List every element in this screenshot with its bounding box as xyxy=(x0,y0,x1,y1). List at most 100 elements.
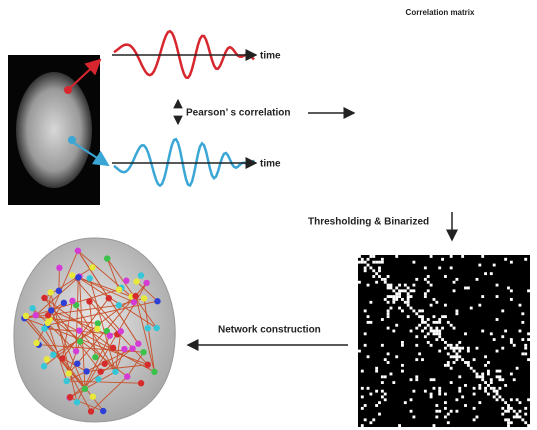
matrix-cell xyxy=(384,281,387,284)
matrix-cell xyxy=(498,378,501,381)
matrix-cell xyxy=(381,381,384,384)
node xyxy=(92,354,98,360)
matrix-cell xyxy=(455,309,458,312)
matrix-cell xyxy=(430,304,433,307)
edge xyxy=(59,268,60,291)
matrix-cell xyxy=(421,358,424,361)
matrix-cell xyxy=(527,398,530,401)
matrix-cell xyxy=(450,324,453,327)
matrix-cell xyxy=(361,395,364,398)
matrix-cell xyxy=(430,344,433,347)
matrix-cell xyxy=(410,410,413,413)
matrix-cell xyxy=(430,393,433,396)
matrix-cell xyxy=(453,350,456,353)
node xyxy=(74,360,80,366)
brain-slice xyxy=(16,72,92,188)
matrix-cell xyxy=(381,261,384,264)
matrix-cell xyxy=(367,264,370,267)
matrix-cell xyxy=(490,378,493,381)
matrix-cell xyxy=(524,407,527,410)
matrix-cell xyxy=(398,295,401,298)
matrix-cell xyxy=(444,304,447,307)
matrix-cell xyxy=(427,275,430,278)
matrix-cell xyxy=(433,387,436,390)
matrix-cell xyxy=(447,321,450,324)
node xyxy=(33,312,39,318)
matrix-cell xyxy=(433,298,436,301)
matrix-cell xyxy=(364,266,367,269)
matrix-cell xyxy=(424,327,427,330)
matrix-cell xyxy=(361,424,364,427)
matrix-cell xyxy=(441,258,444,261)
matrix-cell xyxy=(464,361,467,364)
matrix-cell xyxy=(430,327,433,330)
matrix-cell xyxy=(390,307,393,310)
node xyxy=(118,328,124,334)
matrix-cell xyxy=(507,418,510,421)
matrix-cell xyxy=(481,375,484,378)
matrix-cell xyxy=(490,381,493,384)
matrix-cell xyxy=(496,318,499,321)
matrix-cell xyxy=(501,309,504,312)
matrix-cell xyxy=(372,261,375,264)
matrix-cell xyxy=(381,344,384,347)
matrix-cell xyxy=(384,398,387,401)
matrix-cell xyxy=(521,312,524,315)
matrix-cell xyxy=(524,352,527,355)
matrix-cell xyxy=(450,266,453,269)
matrix-cell xyxy=(435,338,438,341)
matrix-cell xyxy=(444,341,447,344)
node xyxy=(29,305,35,311)
node xyxy=(59,355,65,361)
matrix-cell xyxy=(527,424,530,427)
matrix-cell xyxy=(467,287,470,290)
node xyxy=(69,272,75,278)
matrix-cell xyxy=(412,289,415,292)
matrix-cell xyxy=(398,307,401,310)
matrix-cell xyxy=(481,255,484,258)
matrix-cell xyxy=(513,344,516,347)
matrix-cell xyxy=(498,375,501,378)
matrix-cell xyxy=(390,373,393,376)
matrix-cell xyxy=(430,255,433,258)
matrix-cell xyxy=(513,410,516,413)
matrix-cell xyxy=(410,289,413,292)
matrix-cell xyxy=(424,292,427,295)
matrix-cell xyxy=(430,330,433,333)
matrix-cell xyxy=(412,416,415,419)
matrix-cell xyxy=(421,315,424,318)
matrix-cell xyxy=(407,292,410,295)
matrix-cell xyxy=(364,418,367,421)
matrix-cell xyxy=(490,332,493,335)
matrix-cell xyxy=(524,421,527,424)
matrix-cell xyxy=(476,373,479,376)
matrix-cell xyxy=(361,387,364,390)
matrix-cell xyxy=(401,370,404,373)
matrix-cell xyxy=(447,361,450,364)
node xyxy=(33,340,39,346)
matrix-cell xyxy=(361,258,364,261)
matrix-cell xyxy=(496,350,499,353)
matrix-cell xyxy=(510,407,513,410)
matrix-cell xyxy=(369,393,372,396)
matrix-cell xyxy=(516,416,519,419)
node xyxy=(138,380,144,386)
matrix-cell xyxy=(438,390,441,393)
matrix-cell xyxy=(447,421,450,424)
node xyxy=(104,255,110,261)
matrix-cell xyxy=(378,269,381,272)
matrix-cell xyxy=(496,398,499,401)
node xyxy=(87,275,93,281)
matrix-cell xyxy=(481,295,484,298)
node xyxy=(45,320,51,326)
matrix-cell xyxy=(372,255,375,258)
matrix-cell xyxy=(430,284,433,287)
matrix-cell xyxy=(519,410,522,413)
node xyxy=(107,333,113,339)
matrix-cell xyxy=(450,367,453,370)
matrix-cell xyxy=(433,424,436,427)
network-label: Network construction xyxy=(218,325,321,336)
matrix-cell xyxy=(510,421,513,424)
matrix-cell xyxy=(487,370,490,373)
matrix-cell xyxy=(398,292,401,295)
